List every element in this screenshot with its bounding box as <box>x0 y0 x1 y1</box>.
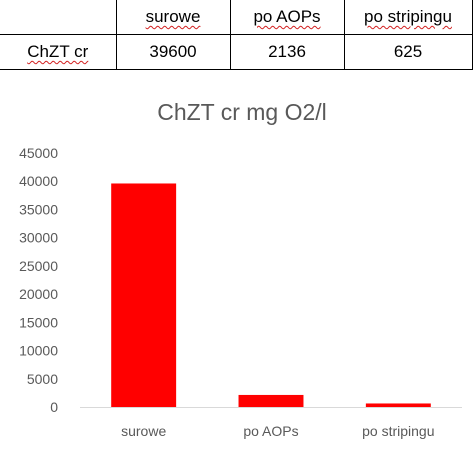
y-tick-label: 15000 <box>19 314 58 330</box>
table-header-cell: po stripingu <box>343 0 473 35</box>
y-tick-label: 45000 <box>19 145 58 161</box>
bars <box>111 183 431 407</box>
table-corner-cell <box>0 0 117 35</box>
y-tick-label: 5000 <box>27 371 58 387</box>
header-surowe: surowe <box>145 7 201 26</box>
table-cell-surowe: 39600 <box>115 34 231 70</box>
table-row-label: ChZT cr <box>0 34 117 70</box>
chart-title: ChZT cr mg O2/l <box>157 99 327 125</box>
bar-po-stripingu <box>365 403 431 407</box>
y-tick-label: 40000 <box>19 173 58 189</box>
table-cell-po-stripingu: 625 <box>343 34 473 70</box>
y-tick-label: 10000 <box>19 343 58 359</box>
header-po-stripingu: po stripingu <box>364 7 452 26</box>
row-label-chzt-cr: ChZT cr <box>27 42 89 61</box>
y-tick-label: 25000 <box>19 258 58 274</box>
table-header-cell: surowe <box>115 0 231 35</box>
table-header-row: surowe po AOPs po stripingu <box>0 0 473 35</box>
y-tick-label: 0 <box>50 399 58 415</box>
table-cell-po-aops: 2136 <box>229 34 345 70</box>
bar-chart: ChZT cr mg O2/l 0 5000 10000 15000 20000 2500… <box>19 99 462 439</box>
x-tick-label: surowe <box>121 423 166 439</box>
x-tick-label: po stripingu <box>362 423 434 439</box>
bar-po-aops <box>238 394 304 407</box>
y-tick-label: 35000 <box>19 201 58 217</box>
x-axis-labels: surowe po AOPs po stripingu <box>121 423 434 439</box>
header-po-aops: po AOPs <box>253 7 321 26</box>
y-tick-label: 30000 <box>19 230 58 246</box>
table-row: ChZT cr 39600 2136 625 <box>0 34 473 70</box>
y-tick-label: 20000 <box>19 286 58 302</box>
bar-surowe <box>111 183 177 407</box>
data-table: surowe po AOPs po stripingu ChZT cr 3960… <box>0 0 473 70</box>
table-header-cell: po AOPs <box>229 0 345 35</box>
x-tick-label: po AOPs <box>243 423 298 439</box>
y-axis: 0 5000 10000 15000 20000 25000 30000 35000 40000… <box>19 145 58 415</box>
